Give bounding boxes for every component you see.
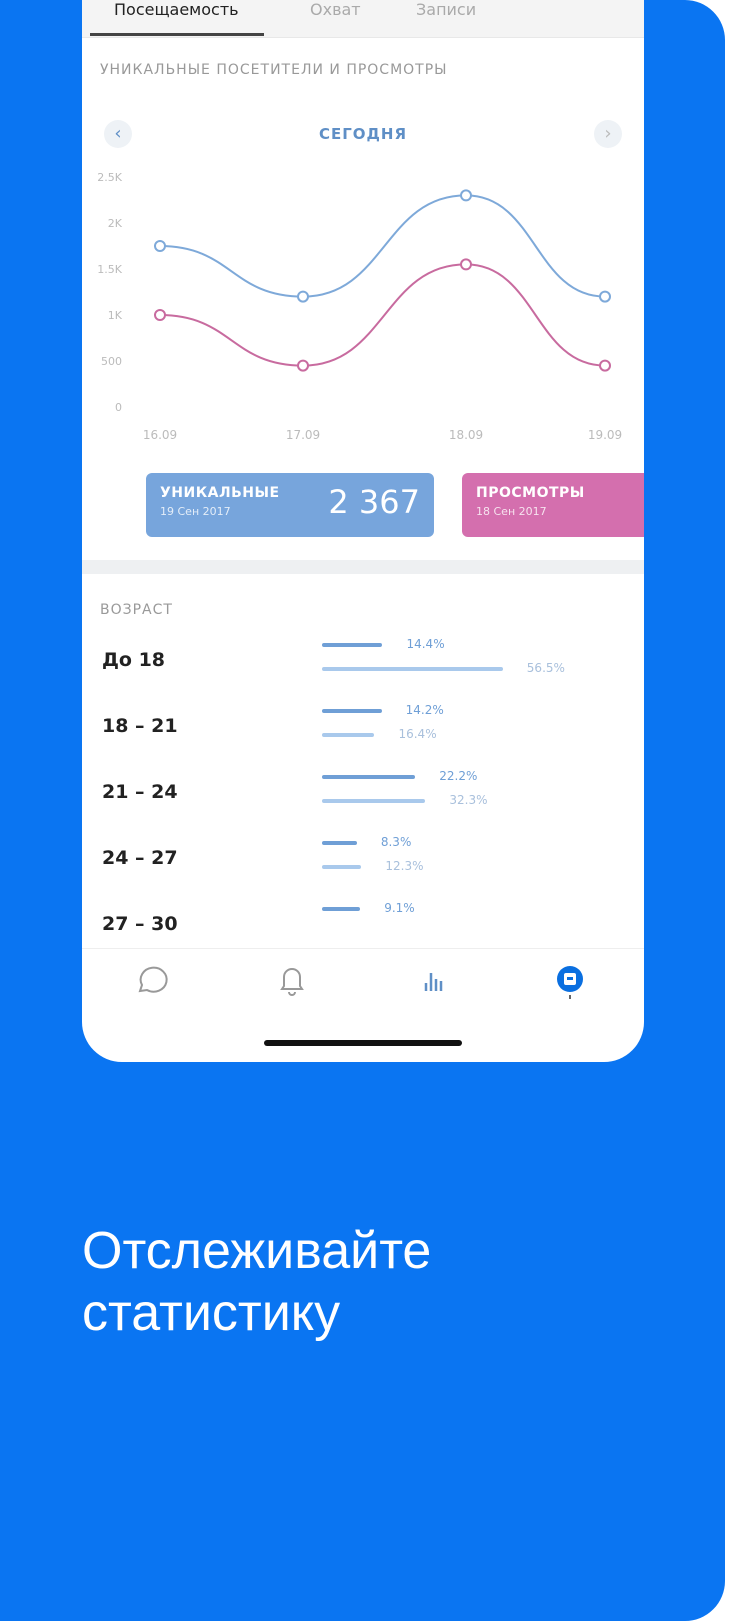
tab-attendance[interactable]: Посещаемость xyxy=(114,0,239,19)
age-pct-secondary: 16.4% xyxy=(398,727,437,741)
data-point xyxy=(154,309,166,321)
age-bar-primary xyxy=(322,907,361,911)
age-pct-primary: 14.4% xyxy=(406,637,445,651)
data-point xyxy=(599,359,611,372)
age-row: 18 – 21 14.2% 16.4% xyxy=(82,701,644,767)
unique-title: УНИКАЛЬНЫЕ xyxy=(160,485,280,501)
age-bar-primary xyxy=(322,643,383,647)
home-indicator[interactable] xyxy=(264,1040,462,1046)
unique-date: 19 Сен 2017 xyxy=(160,505,231,518)
y-tick-label: 1.5K xyxy=(97,263,122,276)
data-point xyxy=(599,290,611,303)
age-bar-secondary xyxy=(322,799,426,803)
promo-headline: Отслеживайте статистику xyxy=(82,1220,431,1344)
section-title-visitors: УНИКАЛЬНЫЕ ПОСЕТИТЕЛИ И ПРОСМОТРЫ xyxy=(100,62,448,78)
age-bar-secondary xyxy=(322,865,362,869)
age-row: 27 – 30 9.1% xyxy=(82,899,644,965)
messages-icon[interactable] xyxy=(132,961,172,1001)
tab-posts[interactable]: Записи xyxy=(416,0,477,19)
views-title: ПРОСМОТРЫ xyxy=(476,485,585,501)
data-point xyxy=(460,189,472,202)
age-bar-secondary xyxy=(322,667,503,671)
statistics-icon[interactable] xyxy=(414,961,454,1001)
profile-icon[interactable] xyxy=(550,961,590,1001)
age-label: 18 – 21 xyxy=(102,715,178,737)
x-tick-label: 17.09 xyxy=(286,428,320,442)
headline-line-2: статистику xyxy=(82,1284,341,1342)
y-tick-label: 0 xyxy=(115,401,122,414)
age-row: 21 – 24 22.2% 32.3% xyxy=(82,767,644,833)
data-point xyxy=(460,258,472,271)
tab-bar-top: Посещаемость Охват Записи xyxy=(82,0,644,38)
age-bar-primary xyxy=(322,841,357,845)
age-label: 21 – 24 xyxy=(102,781,178,803)
age-row: До 18 14.4% 56.5% xyxy=(82,635,644,701)
age-bar-secondary xyxy=(322,733,375,737)
age-label: 27 – 30 xyxy=(102,913,178,935)
age-label: 24 – 27 xyxy=(102,847,178,869)
data-point xyxy=(297,359,309,372)
age-pct-primary: 22.2% xyxy=(439,769,478,783)
age-pct-primary: 14.2% xyxy=(405,703,444,717)
age-pct-primary: 8.3% xyxy=(380,835,412,849)
headline-line-1: Отслеживайте xyxy=(82,1222,432,1280)
y-tick-label: 2.5K xyxy=(97,171,122,184)
y-tick-label: 1K xyxy=(108,309,123,322)
line-chart: 0 500 1K 1.5K 2K 2.5K 16.09 17.09 18.09 19.09 xyxy=(97,171,622,442)
age-bar-primary xyxy=(322,775,416,779)
x-tick-label: 16.09 xyxy=(143,428,177,442)
bell-icon[interactable] xyxy=(272,961,312,1001)
series-line-0 xyxy=(159,194,606,298)
age-bar-primary xyxy=(322,709,382,713)
data-point xyxy=(154,240,166,252)
data-point xyxy=(297,290,309,303)
series-line-1 xyxy=(159,263,606,367)
views-date: 18 Сен 2017 xyxy=(476,505,547,518)
chevron-left-icon[interactable]: ‹ xyxy=(104,120,132,148)
age-pct-secondary: 56.5% xyxy=(526,661,565,675)
x-tick-label: 18.09 xyxy=(449,428,483,442)
tab-reach[interactable]: Охват xyxy=(310,0,361,19)
y-tick-label: 500 xyxy=(101,355,122,368)
section-title-age: ВОЗРАСТ xyxy=(100,602,173,618)
unique-card[interactable]: УНИКАЛЬНЫЕ 19 Сен 2017 2 367 xyxy=(146,473,434,537)
chevron-right-icon[interactable]: › xyxy=(594,120,622,148)
x-tick-label: 19.09 xyxy=(588,428,622,442)
age-pct-secondary: 32.3% xyxy=(449,793,488,807)
phone-screen: Посещаемость Охват Записи УНИКАЛЬНЫЕ ПОС… xyxy=(82,0,644,1062)
views-card[interactable]: ПРОСМОТРЫ 18 Сен 2017 xyxy=(462,473,644,537)
age-pct-primary: 9.1% xyxy=(384,901,415,915)
period-label: СЕГОДНЯ xyxy=(318,125,408,143)
bottom-tab-bar xyxy=(82,948,644,1018)
y-tick-label: 2K xyxy=(108,217,123,230)
age-row: 24 – 27 8.3% 12.3% xyxy=(82,833,644,899)
age-label: До 18 xyxy=(102,649,166,671)
unique-value: 2 367 xyxy=(328,483,420,521)
active-tab-indicator xyxy=(90,33,264,36)
age-pct-secondary: 12.3% xyxy=(385,859,424,873)
section-divider xyxy=(82,560,644,574)
